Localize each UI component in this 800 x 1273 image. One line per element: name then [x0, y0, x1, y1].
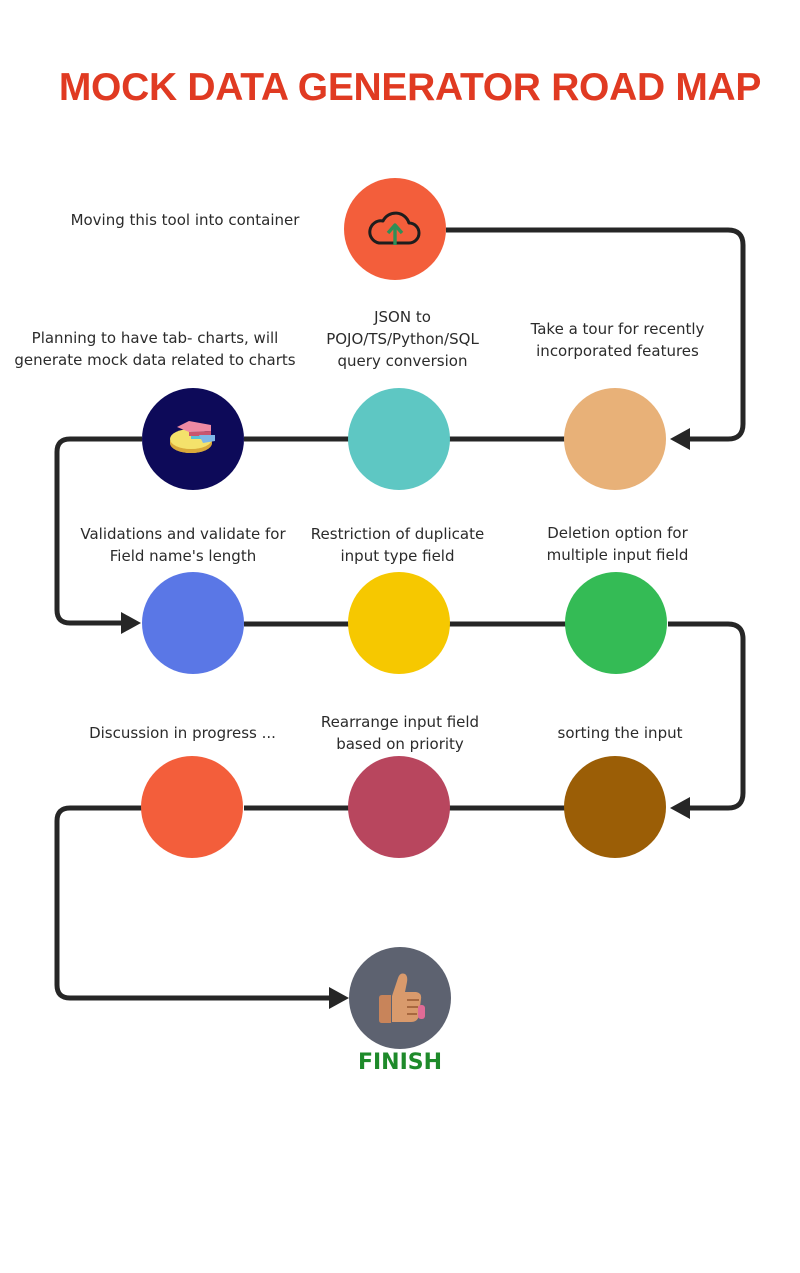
connector-path-1	[446, 227, 746, 442]
arrowhead-4	[329, 987, 349, 1009]
page-title: MOCK DATA GENERATOR ROAD MAP	[58, 66, 762, 109]
cloud-upload-icon	[368, 211, 421, 245]
thumbs-up-icon	[379, 973, 425, 1023]
arrowhead-1	[670, 428, 690, 450]
step-6-node	[348, 572, 450, 674]
step-10-node	[141, 756, 243, 858]
step-10-label: Discussion in progress ...	[89, 724, 276, 742]
step-7-label: Deletion option for multiple input field	[546, 524, 689, 564]
step-4-label: Planning to have tab- charts, will gener…	[14, 329, 296, 369]
step-4-node	[142, 388, 244, 490]
step-7-node	[565, 572, 667, 674]
step-2-label: Take a tour for recently incorporated fe…	[530, 320, 705, 360]
finish-node	[349, 947, 451, 1049]
connector-path-5	[668, 621, 746, 811]
step-8-label: sorting the input	[557, 724, 683, 742]
pie-chart-icon	[170, 421, 215, 453]
step-6-label: Restriction of duplicate input type fiel…	[310, 525, 485, 565]
step-5-label: Validations and validate for Field name'…	[80, 525, 286, 565]
step-1-node	[344, 178, 446, 280]
step-1-label: Moving this tool into container	[70, 211, 300, 229]
arrowhead-3	[670, 797, 690, 819]
finish-label: FINISH	[357, 1050, 443, 1075]
step-3-label: JSON to POJO/TS/Python/SQL query convers…	[326, 308, 479, 370]
step-9-node	[348, 756, 450, 858]
connector-path-7	[54, 805, 330, 1001]
step-8-node	[564, 756, 666, 858]
connector-path-3	[54, 436, 142, 626]
step-2-node	[564, 388, 666, 490]
step-9-label: Rearrange input field based on priority	[320, 713, 480, 753]
step-3-node	[348, 388, 450, 490]
arrowhead-2	[121, 612, 141, 634]
step-5-node	[142, 572, 244, 674]
